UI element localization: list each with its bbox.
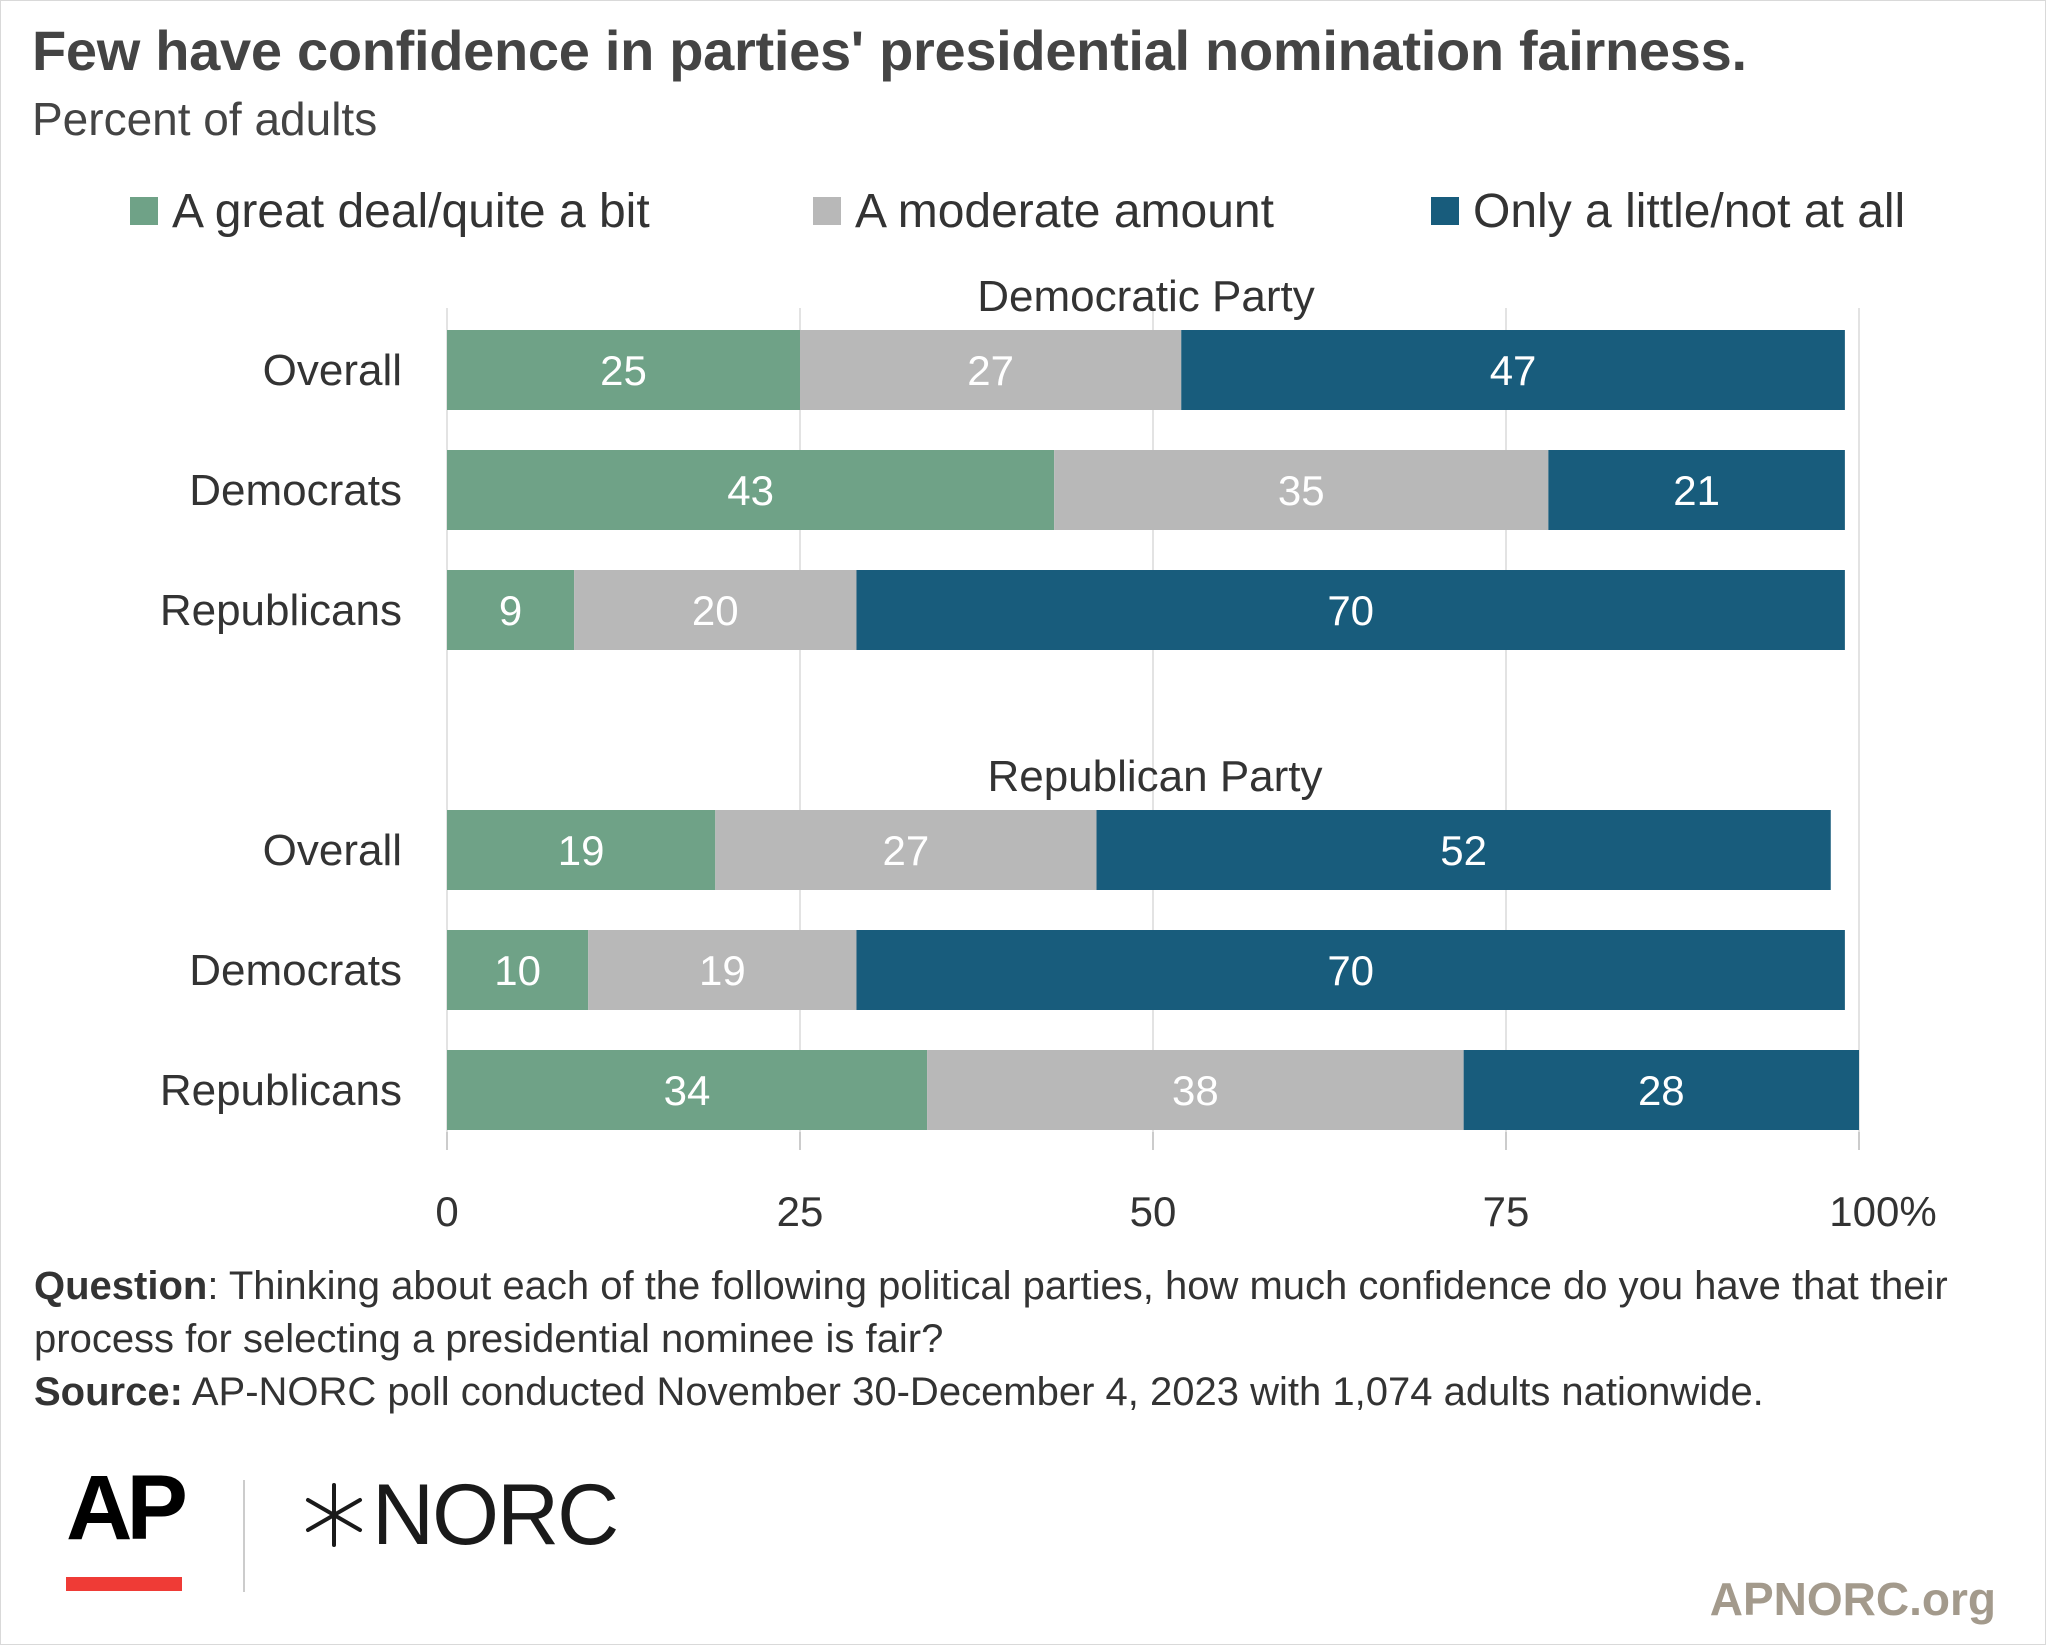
legend-item-little: Only a little/not at all (1431, 183, 1905, 239)
bar-segment (856, 930, 1845, 1010)
data-label: 27 (883, 827, 930, 874)
question-text: : Thinking about each of the following p… (34, 1264, 1948, 1361)
legend-item-moderate: A moderate amount (813, 183, 1274, 239)
data-label: 25 (600, 347, 647, 394)
chart-title: Few have confidence in parties' presiden… (32, 19, 1747, 82)
logo-divider (243, 1480, 245, 1592)
bar-segment (447, 1050, 928, 1130)
row-label: Democrats (189, 946, 402, 995)
bar-segment (1054, 450, 1549, 530)
question-note: Question: Thinking about each of the fol… (34, 1260, 2014, 1366)
x-tick-label: 25 (777, 1188, 824, 1235)
site-link[interactable]: APNORC.org (1709, 1573, 1996, 1625)
bar-segment (447, 570, 575, 650)
data-label: 20 (692, 587, 739, 634)
source-text: AP-NORC poll conducted November 30-Decem… (182, 1370, 1764, 1414)
data-label: 43 (727, 467, 774, 514)
data-label: 19 (699, 947, 746, 994)
data-label: 52 (1440, 827, 1487, 874)
legend-label-little: Only a little/not at all (1473, 184, 1906, 238)
data-label: 27 (967, 347, 1014, 394)
legend-swatch-moderate (813, 197, 841, 225)
bar-segment (447, 330, 800, 410)
data-label: 19 (558, 827, 605, 874)
legend-item-great-deal: A great deal/quite a bit (130, 183, 650, 239)
data-label: 21 (1673, 467, 1720, 514)
question-label: Question (34, 1264, 208, 1308)
legend-swatch-great-deal (130, 197, 158, 225)
data-label: 10 (494, 947, 541, 994)
bar-segment (1181, 330, 1845, 410)
legend-label-moderate: A moderate amount (855, 184, 1274, 238)
source-label: Source: (34, 1370, 183, 1414)
ap-logo: AP (66, 1457, 188, 1559)
x-tick-label: 50 (1130, 1188, 1177, 1235)
bar-segment (715, 810, 1097, 890)
data-label: 34 (664, 1067, 711, 1114)
bar-segment (574, 570, 857, 650)
bar-segment (927, 1050, 1464, 1130)
row-label: Republicans (160, 1066, 402, 1115)
legend-label-great-deal: A great deal/quite a bit (172, 184, 650, 238)
group-title: Republican Party (987, 752, 1322, 801)
norc-star-icon (306, 1483, 362, 1547)
data-label: 9 (499, 587, 522, 634)
bar-segment (447, 450, 1055, 530)
data-label: 28 (1638, 1067, 1685, 1114)
data-label: 38 (1172, 1067, 1219, 1114)
bar-segment (1096, 810, 1831, 890)
group-title: Democratic Party (977, 272, 1314, 321)
legend-swatch-little (1431, 197, 1459, 225)
source-note: Source: AP-NORC poll conducted November … (34, 1366, 2014, 1419)
row-label: Republicans (160, 586, 402, 635)
chart-subtitle: Percent of adults (32, 93, 378, 145)
row-label: Overall (263, 826, 402, 875)
data-label: 70 (1327, 587, 1374, 634)
bar-segment (588, 930, 857, 1010)
bar-segment (856, 570, 1845, 650)
x-tick-label: 0 (435, 1188, 458, 1235)
bar-segment (447, 930, 589, 1010)
ap-logo-bar (66, 1577, 182, 1591)
stacked-bar-chart: Democratic Party Overall 25 27 47 Democrats 43… (160, 272, 1937, 1235)
data-label: 47 (1490, 347, 1537, 394)
bar-segment (800, 330, 1182, 410)
x-tick-label: 75 (1483, 1188, 1530, 1235)
norc-logo: NORC (298, 1467, 619, 1563)
row-label: Overall (263, 346, 402, 395)
bar-segment (447, 810, 716, 890)
row-label: Democrats (189, 466, 402, 515)
data-label: 70 (1327, 947, 1374, 994)
bar-segment (1463, 1050, 1859, 1130)
x-tick-label: 100% (1829, 1188, 1936, 1235)
norc-logo-text: NORC (372, 1467, 619, 1563)
data-label: 35 (1278, 467, 1325, 514)
bar-segment (1548, 450, 1845, 530)
